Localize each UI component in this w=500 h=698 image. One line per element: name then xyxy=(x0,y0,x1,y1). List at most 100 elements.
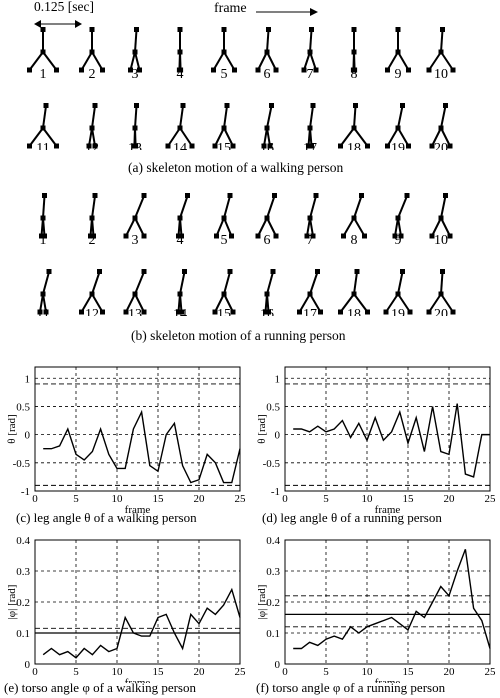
running-torso xyxy=(42,271,50,295)
running-right-foot xyxy=(230,309,236,315)
running-left-foot xyxy=(426,309,432,315)
walking-left-foot xyxy=(306,143,311,149)
walking-left-foot xyxy=(261,143,267,149)
walking-frame-label: 7 xyxy=(307,67,314,82)
running-skeleton-14 xyxy=(176,269,187,315)
y-axis-label: |φ| [rad] xyxy=(256,585,268,620)
walking-left-leg xyxy=(214,127,225,147)
walking-left-leg xyxy=(28,127,44,147)
walking-right-foot xyxy=(100,67,105,73)
walking-torso xyxy=(266,29,270,53)
walking-head-joint xyxy=(180,103,186,108)
running-frame-label: 11 xyxy=(36,307,49,316)
running-right-foot xyxy=(318,309,323,315)
running-torso xyxy=(266,195,276,219)
running-head-joint xyxy=(354,269,360,274)
walking-frame-label: 2 xyxy=(89,67,96,82)
running-right-leg xyxy=(397,293,411,313)
walking-right-foot xyxy=(232,67,237,73)
x-tick-label: 5 xyxy=(323,666,329,678)
running-head-joint xyxy=(141,269,147,274)
walking-right-foot xyxy=(54,143,59,149)
y-tick-label: -0.5 xyxy=(13,458,31,470)
walking-left-foot xyxy=(301,67,307,73)
running-frame-label: 19 xyxy=(391,307,405,316)
time-scale-arrow xyxy=(34,17,82,31)
running-skeleton-3 xyxy=(123,193,147,239)
x-tick-label: 15 xyxy=(403,493,415,505)
walking-right-leg xyxy=(134,127,137,147)
running-right-leg xyxy=(353,217,366,237)
walking-head-joint xyxy=(443,103,448,108)
y-tick-label: 0 xyxy=(275,430,281,442)
running-right-leg xyxy=(223,217,233,237)
running-head-joint xyxy=(272,193,277,198)
running-left-foot xyxy=(304,233,310,239)
running-left-leg xyxy=(342,217,355,237)
walking-left-leg xyxy=(386,127,399,147)
running-frame-label: 7 xyxy=(307,233,314,248)
walking-left-foot xyxy=(429,143,435,149)
walking-skeleton-6 xyxy=(255,27,279,73)
running-left-leg xyxy=(385,293,399,313)
walking-skeleton-7 xyxy=(301,27,319,73)
y-tick-label: 0.4 xyxy=(266,535,280,547)
x-tick-label: 25 xyxy=(485,666,497,678)
running-left-foot xyxy=(392,233,398,239)
running-right-leg xyxy=(91,293,104,313)
running-left-foot xyxy=(79,309,84,315)
walking-skeleton-2 xyxy=(79,27,105,73)
plot-frame xyxy=(284,366,491,492)
running-left-foot xyxy=(176,233,181,239)
walking-torso xyxy=(179,105,184,129)
running-right-foot xyxy=(407,309,413,315)
running-skeleton-17 xyxy=(297,269,323,315)
series-line xyxy=(42,587,241,659)
running-head-joint xyxy=(400,269,405,274)
running-left-foot xyxy=(214,233,219,239)
running-torso xyxy=(440,271,444,295)
walking-frame-label: 5 xyxy=(221,67,228,82)
y-tick-label: 0.4 xyxy=(16,535,30,547)
running-skeleton-9 xyxy=(392,193,410,239)
y-tick-label: 0.5 xyxy=(266,401,280,413)
walking-head-joint xyxy=(440,27,445,32)
running-frame-label: 5 xyxy=(221,233,228,248)
running-right-leg xyxy=(266,217,277,237)
walking-right-foot xyxy=(313,67,319,73)
running-frame-label: 4 xyxy=(177,233,184,248)
running-left-foot xyxy=(429,233,435,239)
running-left-foot xyxy=(255,233,261,239)
running-frame-label: 14 xyxy=(173,307,187,316)
y-tick-label: 1 xyxy=(275,373,281,385)
running-right-foot xyxy=(450,309,456,315)
walking-frame-label: 20 xyxy=(434,141,448,150)
chart-e: 0 5 10 15 20 25 0 0.1 0.2 0.3 0.4 frame |φ| [rad] xyxy=(0,528,250,683)
walking-torso xyxy=(134,105,138,129)
walking-right-leg xyxy=(440,127,451,147)
running-skeleton-15 xyxy=(212,269,236,315)
running-torso xyxy=(223,195,231,219)
walking-head-joint xyxy=(134,27,139,32)
x-tick-label: 20 xyxy=(444,493,456,505)
walking-skeleton-10 xyxy=(426,27,456,73)
walking-torso xyxy=(440,29,444,53)
walking-torso xyxy=(91,105,96,129)
y-tick-label: 0 xyxy=(25,430,31,442)
walking-right-foot xyxy=(133,143,139,149)
walking-frame-label: 17 xyxy=(303,141,317,150)
walking-skeleton-20 xyxy=(429,103,453,149)
y-tick-label: 0.3 xyxy=(16,566,30,578)
walking-frame-label: 18 xyxy=(347,141,361,150)
walking-left-foot xyxy=(385,67,390,73)
running-head-joint xyxy=(315,269,320,274)
running-head-joint xyxy=(440,269,445,274)
y-tick-label: 0.2 xyxy=(266,597,280,609)
walking-left-leg xyxy=(386,51,399,71)
chart-f: 0 5 10 15 20 25 0 0.1 0.2 0.3 0.4 frame |φ| [rad] xyxy=(250,528,500,683)
walking-frame-label: 4 xyxy=(177,67,184,82)
walking-frame-label: 15 xyxy=(217,141,231,150)
walking-left-leg xyxy=(339,127,355,147)
running-skeleton-7 xyxy=(304,193,319,239)
